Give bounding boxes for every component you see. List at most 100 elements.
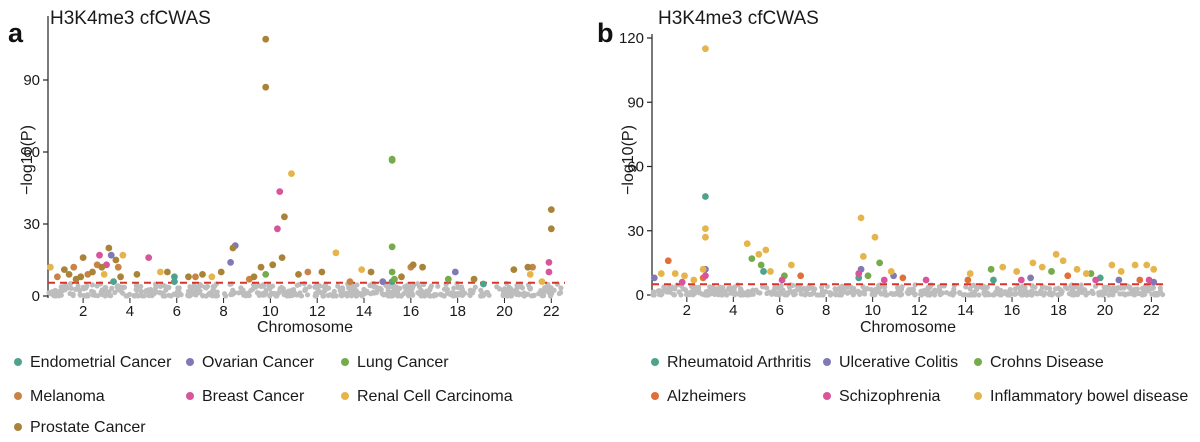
data-point: [274, 225, 281, 233]
data-point: [250, 273, 258, 281]
y-tick-label: 30: [627, 223, 644, 240]
data-point: [96, 251, 103, 259]
legend-swatch: [651, 392, 659, 400]
data-point: [755, 250, 763, 258]
background-point: [455, 290, 461, 297]
legend-label: Ovarian Cancer: [202, 354, 315, 371]
data-point: [367, 268, 375, 276]
x-tick-label: 8: [822, 302, 830, 319]
data-point: [107, 251, 115, 259]
background-point: [1032, 284, 1038, 290]
data-point: [398, 273, 405, 281]
x-tick-label: 22: [1143, 302, 1160, 319]
background-point: [364, 290, 370, 296]
panel-letter-b: b: [597, 18, 614, 48]
background-point: [102, 285, 108, 291]
background-point: [260, 283, 267, 289]
background-point: [104, 289, 110, 295]
background-point: [1043, 285, 1049, 291]
background-point: [191, 282, 197, 289]
background-point: [861, 291, 868, 297]
panel-b-ylabel: −log10(P): [620, 125, 637, 195]
legend-swatch: [14, 423, 22, 431]
background-point: [505, 287, 512, 293]
data-point: [702, 225, 709, 233]
background-point: [373, 284, 380, 290]
panel-a-legend: Endometrial Cancer Ovarian Cancer Lung Can…: [14, 354, 513, 436]
background-point: [187, 284, 193, 290]
background-point: [427, 285, 434, 291]
data-point: [89, 268, 96, 276]
data-point: [257, 263, 265, 271]
background-point: [331, 288, 337, 295]
background-point: [973, 286, 980, 293]
background-point: [784, 290, 790, 296]
background-point: [778, 288, 784, 294]
background-point: [315, 287, 321, 293]
background-point: [1096, 292, 1102, 298]
background-point: [294, 282, 300, 288]
data-point: [409, 261, 417, 269]
data-point: [760, 268, 767, 275]
data-point: [60, 266, 68, 273]
panel-a-title: H3K4me3 cfCWAS: [50, 8, 211, 29]
background-point: [1047, 289, 1053, 296]
legend-item: Lung Cancer: [341, 354, 449, 371]
x-tick-label: 14: [356, 303, 373, 320]
background-point: [89, 282, 96, 288]
background-point: [757, 290, 763, 296]
panel-a-xlabel: Chromosome: [257, 319, 353, 336]
background-point: [786, 284, 792, 290]
background-point: [120, 290, 126, 296]
background-point: [500, 292, 506, 299]
x-tick-label: 20: [496, 303, 513, 320]
background-point: [1147, 285, 1153, 292]
x-tick-label: 16: [402, 303, 419, 320]
data-point: [470, 275, 478, 283]
data-point: [702, 45, 709, 53]
background-point: [138, 283, 144, 290]
background-point: [398, 293, 405, 299]
data-point: [1131, 261, 1139, 269]
background-point: [1157, 285, 1163, 291]
data-point: [524, 263, 532, 271]
background-point: [354, 282, 360, 288]
background-point: [1155, 292, 1161, 298]
background-point: [962, 292, 968, 298]
background-point: [1129, 289, 1135, 295]
y-tick-label: 60: [23, 144, 40, 161]
data-point: [510, 266, 518, 273]
data-point: [547, 206, 555, 214]
background-point: [740, 292, 746, 298]
background-point: [1103, 287, 1109, 293]
data-point: [699, 265, 707, 273]
background-point: [186, 289, 192, 295]
background-point: [918, 291, 924, 297]
background-point: [317, 283, 323, 289]
background-point: [1085, 290, 1091, 296]
background-point: [985, 290, 991, 296]
background-point: [279, 287, 285, 294]
background-point: [696, 284, 702, 290]
background-point: [210, 283, 216, 290]
background-point: [935, 287, 941, 294]
data-point: [787, 261, 795, 269]
background-point: [851, 285, 857, 292]
background-point: [349, 285, 355, 291]
background-point: [971, 291, 977, 297]
background-point: [656, 288, 662, 294]
background-point: [525, 291, 531, 297]
legend-swatch: [341, 392, 349, 400]
legend-item: Ovarian Cancer: [186, 354, 315, 371]
data-point: [1145, 276, 1153, 284]
legend-label: Inflammatory bowel disease: [990, 388, 1188, 405]
y-tick-label: 0: [636, 287, 644, 304]
data-point: [451, 268, 459, 276]
background-point: [884, 292, 890, 298]
background-point: [736, 291, 742, 297]
background-point: [760, 284, 766, 290]
background-point: [435, 283, 441, 289]
x-tick-label: 22: [543, 303, 560, 320]
data-point: [171, 278, 178, 285]
data-point: [391, 275, 398, 283]
